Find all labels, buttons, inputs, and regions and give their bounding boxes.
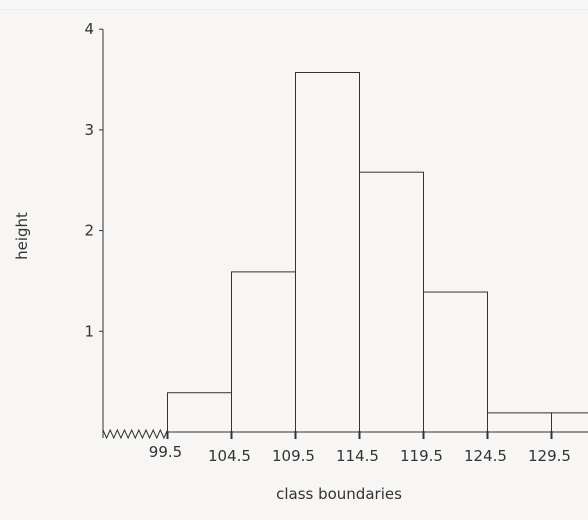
y-tick-label: 1: [84, 322, 94, 340]
top-strip: [0, 0, 588, 10]
x-tick-label: 119.5: [400, 447, 443, 465]
x-tick-label: 129.5: [528, 447, 571, 465]
histogram-bar: [359, 171, 424, 433]
x-tick-label: 104.5: [208, 447, 251, 465]
axis-break-zigzag: [102, 428, 168, 440]
y-tick-label: 4: [84, 20, 94, 38]
histogram-bar: [551, 412, 588, 433]
histogram-bar: [423, 291, 488, 433]
y-ticks-group: 1 2 3 4: [84, 20, 103, 340]
histogram-bar: [231, 271, 296, 433]
histogram-bar: [295, 72, 360, 433]
x-tick-label: 114.5: [336, 447, 379, 465]
histogram-bar: [487, 412, 552, 433]
axes-group: [102, 29, 588, 440]
x-tick-label: 109.5: [272, 447, 315, 465]
y-axis-label: height: [13, 212, 31, 260]
histogram-bar: [167, 392, 232, 433]
x-axis-label: class boundaries: [276, 485, 402, 503]
y-tick-label: 2: [84, 222, 94, 240]
y-tick-label: 3: [84, 121, 94, 139]
x-tick-label: 99.5: [149, 443, 182, 461]
x-tick-label: 124.5: [464, 447, 507, 465]
x-ticks-group: 99.5 104.5 109.5 114.5 119.5 124.5 129.5: [149, 431, 571, 465]
bars-group: [167, 72, 588, 433]
